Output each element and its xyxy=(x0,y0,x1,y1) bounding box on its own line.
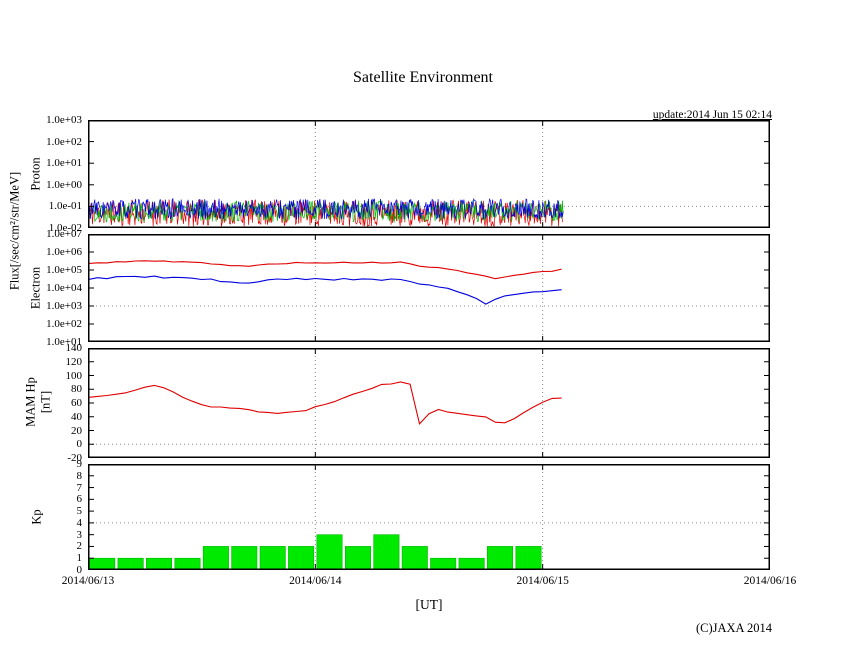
panel-hp-plot xyxy=(88,348,770,458)
y-tick-label: 6 xyxy=(76,493,83,506)
y-tick-label: 60 xyxy=(71,397,82,409)
y-tick-label: 4 xyxy=(76,516,83,529)
kp-bar xyxy=(430,557,457,570)
y-tick-label: 1.0e+07 xyxy=(46,228,82,240)
y-tick-label: 100 xyxy=(65,369,83,382)
kp-bar xyxy=(202,546,229,570)
kp-bar xyxy=(344,546,371,570)
panel-kp-plot xyxy=(88,464,770,570)
update-timestamp: update:2014 Jun 15 02:14 xyxy=(652,109,772,121)
electron-low-line xyxy=(88,275,562,305)
panel-electron-plot xyxy=(88,234,770,342)
kp-bar xyxy=(373,534,400,570)
panel-frame xyxy=(88,234,770,342)
y-tick-label: 1.0e+03 xyxy=(46,114,82,126)
y-tick-label: 8 xyxy=(76,469,83,482)
x-axis-title: [UT] xyxy=(415,597,443,612)
kp-bar xyxy=(145,557,172,570)
panel-proton xyxy=(88,120,770,228)
y-tick-label: 1.0e-02 xyxy=(48,222,82,234)
electron-high-line xyxy=(88,260,562,280)
y-tick-label: 80 xyxy=(71,383,82,396)
y-tick-label: 1.0e-01 xyxy=(48,200,82,213)
y-tick-label: 1.0e+06 xyxy=(46,246,82,258)
kp-bar xyxy=(401,546,428,570)
kp-bar xyxy=(458,557,485,570)
y-tick-label: 1.0e+05 xyxy=(46,264,82,276)
panel-hp xyxy=(88,348,770,458)
kp-bar xyxy=(316,534,343,570)
kp-bar xyxy=(486,546,513,570)
y-tick-label: -20 xyxy=(67,452,82,464)
x-tick-label: 2014/06/13 xyxy=(61,575,115,587)
kp-bar xyxy=(174,557,201,570)
kp-bar xyxy=(515,546,542,570)
y-tick-label: 40 xyxy=(71,410,82,423)
panel-frame xyxy=(88,464,770,570)
y-tick-label: 1.0e+04 xyxy=(46,282,82,294)
y-tick-label: 1.0e+02 xyxy=(46,135,82,148)
x-tick-label: 2014/06/14 xyxy=(289,575,342,587)
y-tick-label: 20 xyxy=(71,424,82,437)
copyright: (C)JAXA 2014 xyxy=(695,621,772,635)
y-tick-label: 7 xyxy=(76,481,83,494)
y-tick-label: 1.0e+01 xyxy=(46,336,82,348)
panel-electron xyxy=(88,234,770,342)
x-tick-label: 2014/06/15 xyxy=(516,575,569,587)
y-tick-label: 3 xyxy=(76,528,83,541)
kp-bar xyxy=(89,557,116,570)
kp-bar xyxy=(231,546,258,570)
y-tick-label: 1.0e+01 xyxy=(46,157,82,170)
y-tick-label: 1 xyxy=(76,552,83,565)
y-tick-label: 140 xyxy=(65,342,83,354)
panel-kp xyxy=(88,464,770,570)
chart-title: Satellite Environment xyxy=(353,69,493,86)
y-tick-label: 120 xyxy=(65,355,83,368)
y-tick-label: 9 xyxy=(76,458,83,470)
proton-ch-blue-line xyxy=(88,197,564,221)
x-tick-label: 2014/06/16 xyxy=(743,575,797,587)
y-tick-label: 0 xyxy=(76,438,83,451)
hp-magnetic-field-line xyxy=(88,381,562,426)
kp-bar xyxy=(288,546,315,570)
panel-frame xyxy=(88,120,770,228)
y-tick-label: 5 xyxy=(76,505,83,518)
y-tick-label: 1.0e+03 xyxy=(46,300,82,312)
panel-proton-plot xyxy=(88,120,770,228)
kp-bar xyxy=(117,557,144,570)
y-tick-label: 1.0e+00 xyxy=(46,178,82,191)
y-tick-label: 2 xyxy=(76,540,83,553)
flux-axis-label: Flux[/sec/cm²/str/MeV] xyxy=(7,171,22,291)
kp-bar xyxy=(259,546,286,570)
y-tick-label: 0 xyxy=(76,564,83,576)
y-tick-label: 1.0e+02 xyxy=(46,318,82,330)
panel-frame xyxy=(88,348,770,458)
